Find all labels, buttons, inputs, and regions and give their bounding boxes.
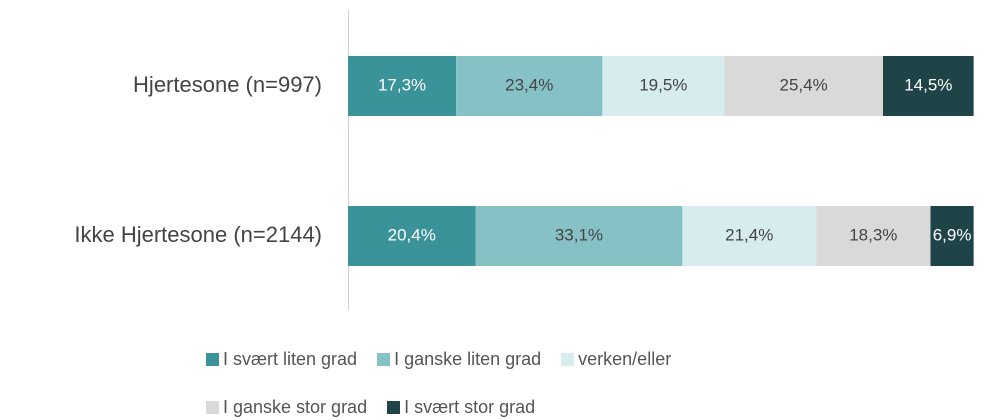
bar-segment [816, 206, 931, 266]
legend-label: I ganske liten grad [394, 348, 542, 369]
legend-item: I ganske stor grad [206, 394, 367, 420]
legend-label: verken/eller [578, 348, 672, 369]
value-label: 18,3% [849, 225, 897, 244]
category-label: Ikke Hjertesone (n=2144) [74, 222, 322, 247]
bar-segment [682, 206, 817, 266]
legend-swatch [206, 400, 219, 414]
legend-label: I svært stor grad [404, 396, 536, 417]
legend-item: I ganske liten grad [377, 346, 541, 372]
legend-swatch [206, 352, 219, 366]
category-label: Hjertesone (n=997) [133, 72, 322, 97]
bar-segment [475, 206, 683, 266]
value-label: 19,5% [639, 75, 687, 94]
value-label: 23,4% [505, 75, 553, 94]
bar-segment [456, 56, 603, 116]
legend-swatch [561, 352, 575, 366]
legend-label: I ganske stor grad [223, 396, 368, 417]
legend-label: I svært liten grad [223, 348, 358, 369]
value-label: 25,4% [780, 75, 828, 94]
bar-segment [724, 56, 883, 116]
bar-segment [883, 56, 974, 116]
legend-swatch [387, 400, 401, 414]
value-label: 33,1% [555, 225, 603, 244]
value-label: 6,9% [933, 225, 972, 244]
bar-segment [930, 206, 974, 266]
bar-segment [348, 206, 476, 266]
legend-item: verken/eller [561, 346, 671, 372]
value-label: 17,3% [378, 75, 426, 94]
chart: Hjertesone (n=997) 17,3% 23,4% 19,5% 25,4% 14… [74, 10, 974, 310]
value-label: 21,4% [725, 225, 773, 244]
value-label: 20,4% [388, 225, 436, 244]
value-label: 14,5% [904, 75, 952, 94]
legend-swatch [377, 352, 391, 366]
legend-item: I svært liten grad [206, 346, 357, 372]
legend: I svært liten grad I ganske liten grad ver… [206, 346, 776, 420]
legend-item: I svært stor grad [387, 394, 535, 420]
bar-segment [348, 56, 457, 116]
bar-segment [602, 56, 725, 116]
